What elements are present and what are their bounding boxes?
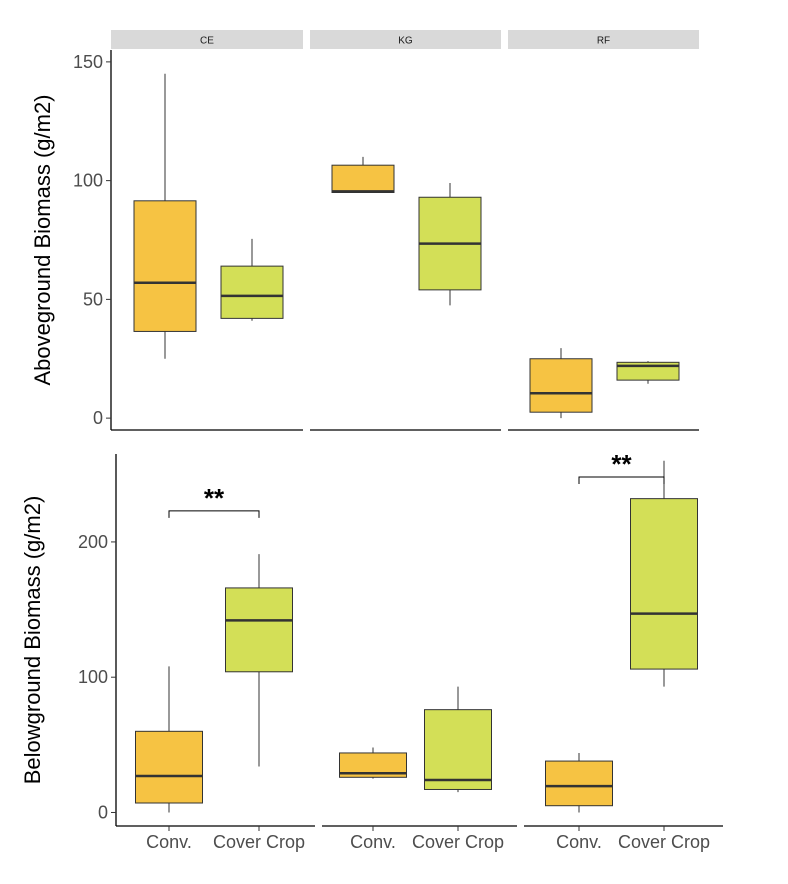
box-ce-cover-crop [220, 238, 284, 321]
x-tick-label: Conv. [146, 832, 192, 852]
box-body [225, 587, 293, 673]
y-tick-label: 150 [73, 52, 103, 72]
y-axis-title: Aboveground Biomass (g/m2) [30, 94, 55, 385]
x-tick-label: Cover Crop [412, 832, 504, 852]
significance-label: ** [204, 483, 225, 513]
box-kg-conv [331, 156, 395, 193]
box-ce-cover-crop: Cover Crop [213, 554, 305, 852]
box-body [529, 358, 593, 413]
box-body [331, 164, 395, 193]
facet-kg: KG [310, 30, 501, 431]
facet-ce: CE [111, 30, 303, 431]
significance-label: ** [611, 449, 632, 479]
box-rf-cover-crop [616, 361, 680, 384]
significance-bracket [168, 510, 260, 518]
box-rf-conv [529, 348, 593, 419]
y-tick-label: 50 [83, 289, 103, 309]
strip-label: KG [398, 36, 413, 47]
facet-ce: Conv. Cover Crop ** [116, 483, 315, 852]
significance-ce: ** [168, 483, 260, 518]
y-tick-label: 100 [73, 171, 103, 191]
y-axis-title: Belowground Biomass (g/m2) [20, 496, 45, 785]
box-rf-conv: Conv. [545, 752, 613, 852]
box-body [133, 200, 197, 332]
y-tick-label: 200 [78, 532, 108, 552]
facet-rf: RF [508, 30, 699, 431]
significance-bracket [578, 476, 665, 484]
x-tick-label: Cover Crop [213, 832, 305, 852]
box-rf-cover-crop: Cover Crop [618, 460, 710, 852]
box-body [630, 498, 698, 670]
strip-rf [508, 30, 699, 49]
significance-rf: ** [578, 449, 665, 484]
strip-ce [111, 30, 303, 49]
box-kg-conv: Conv. [339, 747, 407, 852]
panel-1: 0 50 100 150 Aboveground Biomass (g/m2) CE KG R… [30, 30, 699, 431]
y-tick-label: 0 [98, 802, 108, 822]
x-tick-label: Conv. [350, 832, 396, 852]
box-body [424, 709, 492, 790]
y-tick-label: 100 [78, 667, 108, 687]
strip-kg [310, 30, 501, 49]
box-body [545, 760, 613, 807]
box-ce-conv [133, 73, 197, 359]
x-tick-label: Cover Crop [618, 832, 710, 852]
facet-rf: Conv. Cover Crop ** [524, 449, 723, 852]
box-body [135, 730, 203, 804]
box-ce-conv: Conv. [135, 666, 203, 852]
box-body [220, 265, 284, 319]
box-kg-cover-crop: Cover Crop [412, 686, 504, 852]
strip-label: RF [597, 36, 610, 47]
box-kg-cover-crop [418, 183, 482, 306]
x-tick-label: Conv. [556, 832, 602, 852]
facet-kg: Conv. Cover Crop [322, 686, 517, 852]
strip-label: CE [200, 36, 214, 47]
y-tick-label: 0 [93, 408, 103, 428]
